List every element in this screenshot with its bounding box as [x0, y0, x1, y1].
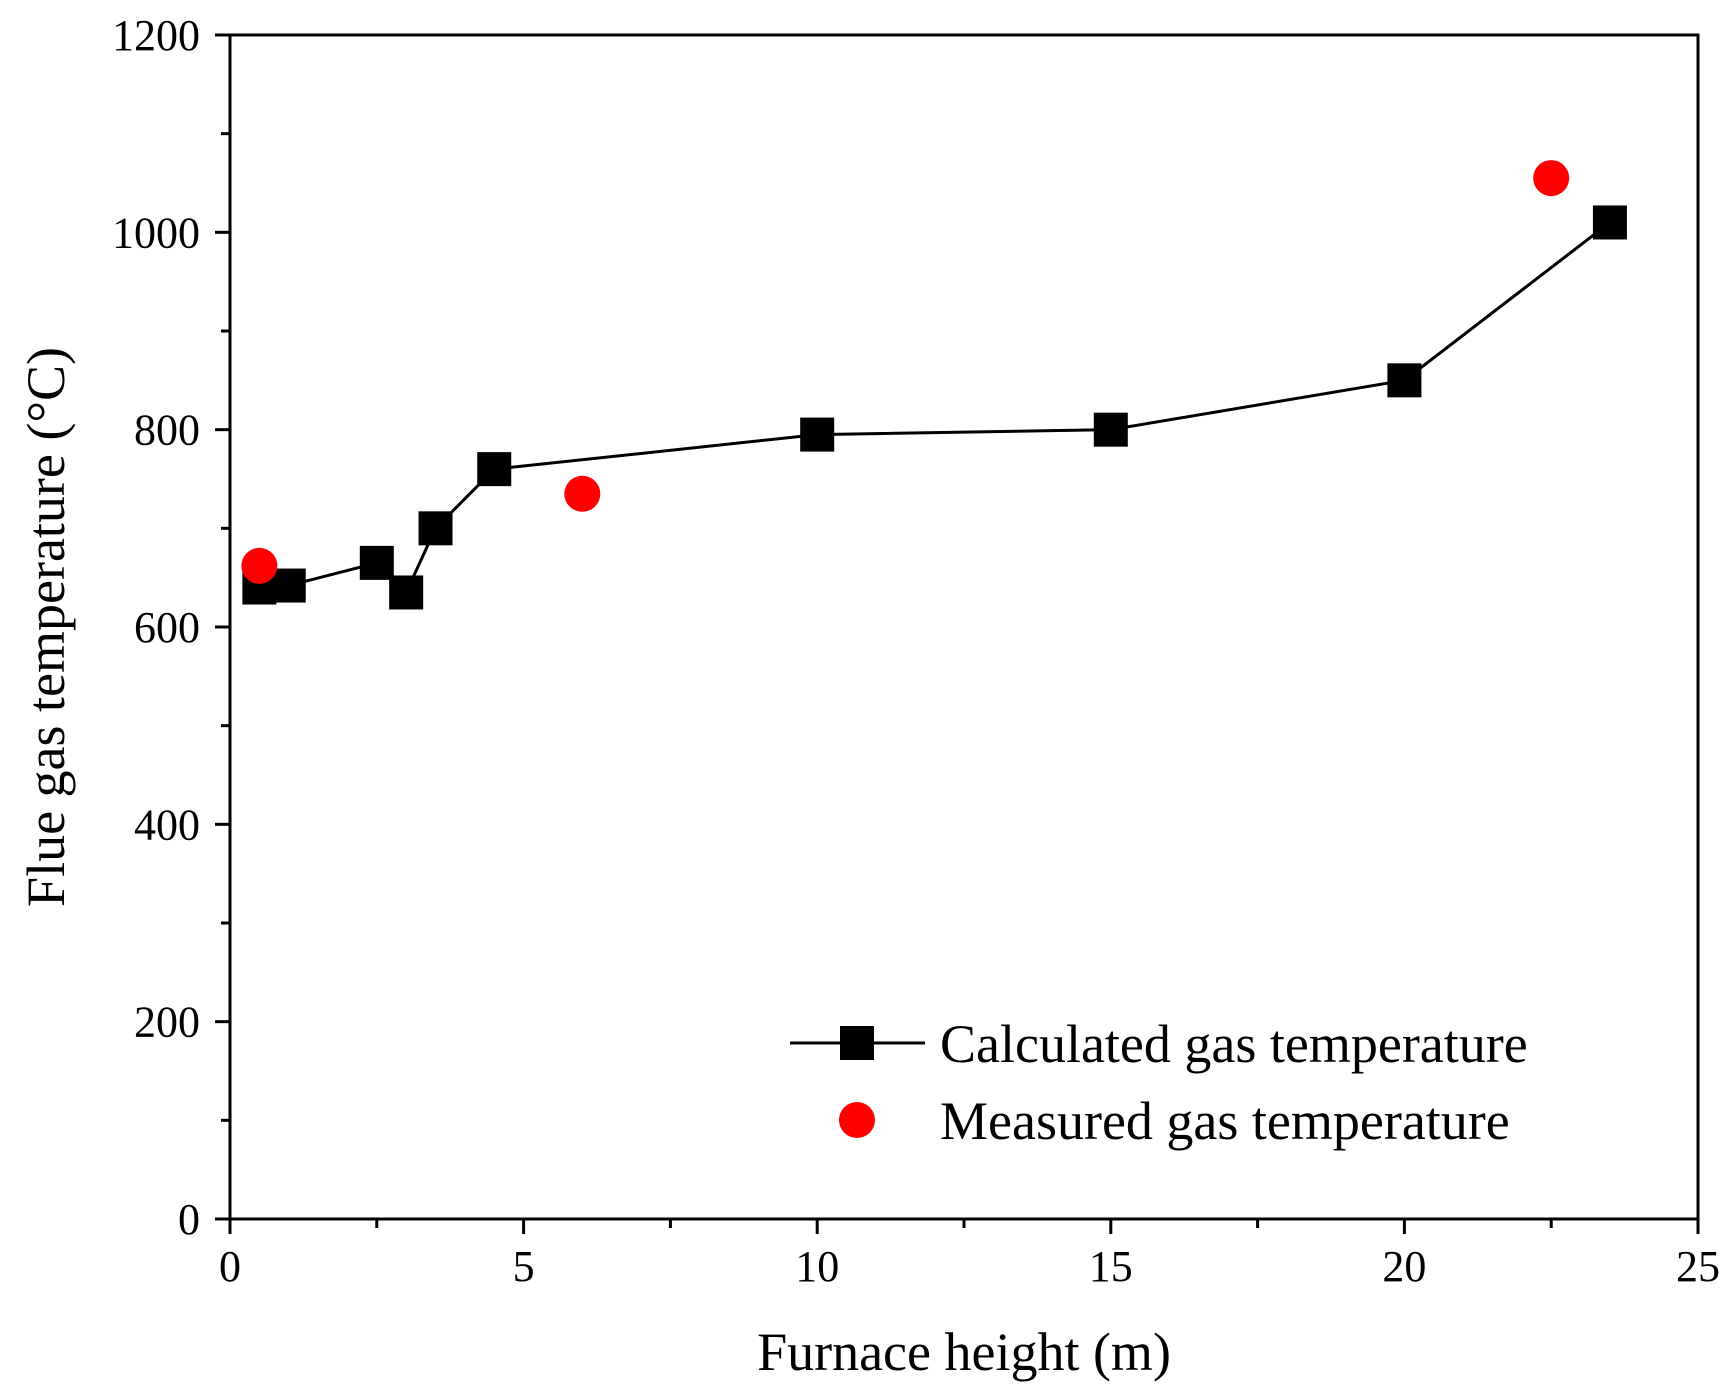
axis-ticks [215, 33, 1700, 1234]
y-tick-label: 600 [134, 603, 200, 652]
series-layer [241, 160, 1627, 610]
calculated-temperature-point [1093, 412, 1128, 447]
x-tick-label: 25 [1676, 1242, 1720, 1291]
legend-marker-calculated [840, 1026, 874, 1060]
y-tick-label: 1200 [112, 11, 200, 60]
calculated-temperature-point [1592, 205, 1627, 240]
x-tick-label: 10 [795, 1242, 839, 1291]
calculated-temperature-point [389, 575, 424, 610]
calculated-temperature-point [359, 545, 394, 580]
legend-label-measured: Measured gas temperature [940, 1091, 1510, 1151]
x-tick-label: 0 [219, 1242, 241, 1291]
legend: Calculated gas temperature Measured gas … [790, 1014, 1528, 1151]
calculated-temperature-point [1387, 363, 1422, 398]
y-tick-label: 800 [134, 406, 200, 455]
y-axis-title: Flue gas temperature (°C) [16, 347, 76, 907]
x-tick-label: 20 [1382, 1242, 1426, 1291]
axis-tick-labels: 0 5 10 15 20 25 0 200 400 600 800 1000 1200 [112, 11, 1720, 1291]
y-tick-label: 0 [178, 1195, 200, 1244]
y-tick-label: 1000 [112, 208, 200, 257]
calculated-temperature-point [477, 452, 512, 487]
calculated-temperature-point [271, 568, 306, 603]
x-axis-title: Furnace height (m) [757, 1322, 1171, 1382]
calculated-temperature-point [418, 511, 453, 546]
measured-temperature-point [564, 475, 601, 512]
y-tick-label: 200 [134, 998, 200, 1047]
legend-marker-measured [839, 1102, 875, 1138]
measured-temperature-point [241, 547, 278, 584]
legend-label-calculated: Calculated gas temperature [940, 1014, 1528, 1074]
y-tick-label: 400 [134, 800, 200, 849]
x-tick-label: 5 [513, 1242, 535, 1291]
calculated-temperature-line [259, 221, 1611, 596]
x-tick-label: 15 [1089, 1242, 1133, 1291]
calculated-temperature-point [800, 417, 835, 452]
measured-temperature-point [1533, 160, 1570, 197]
